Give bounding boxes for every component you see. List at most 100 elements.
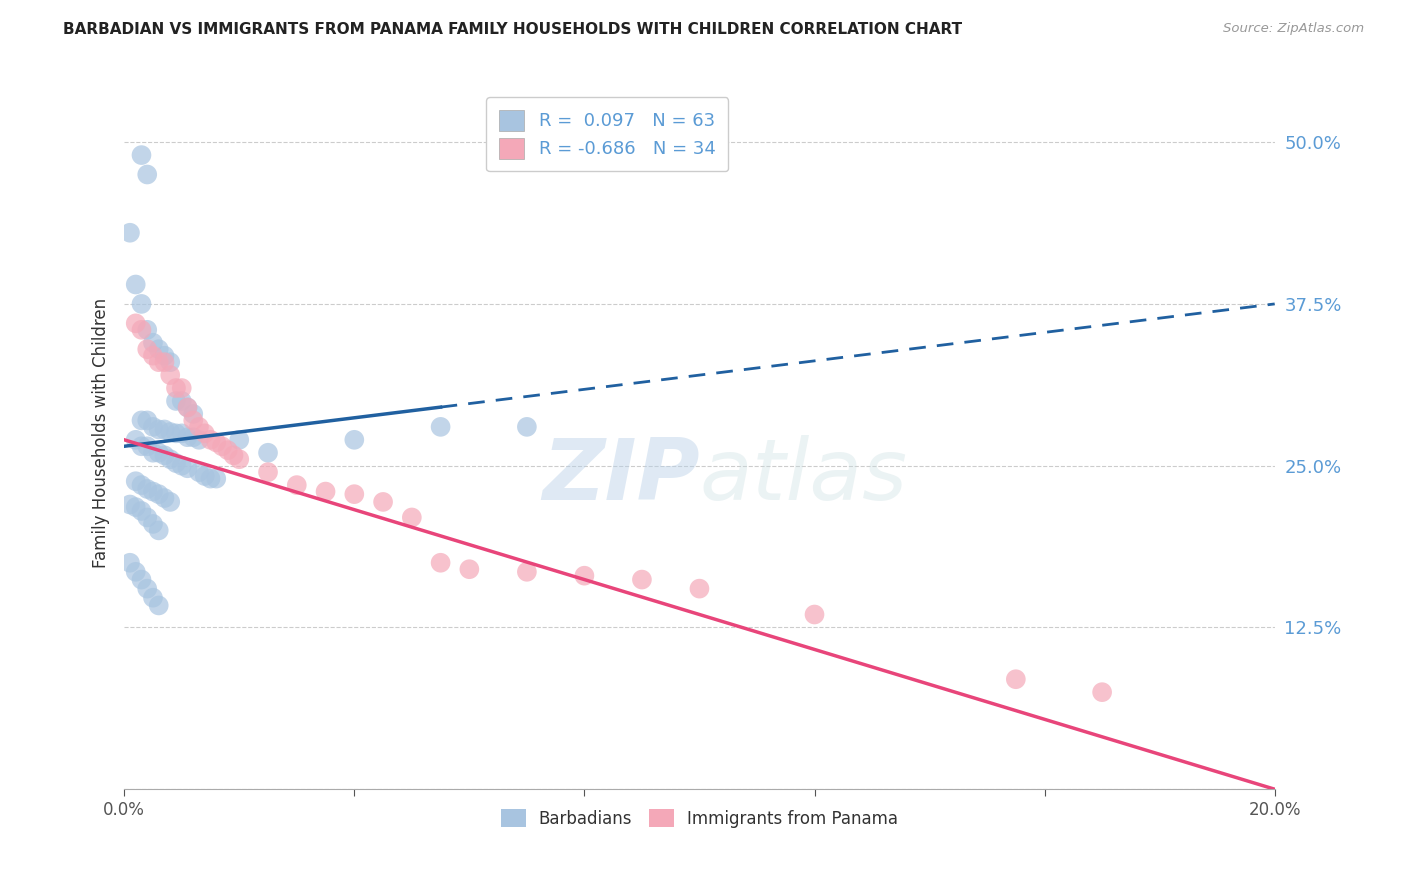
Point: [125, 316, 148, 330]
Point: [222, 448, 245, 462]
Point: [131, 439, 153, 453]
Point: [371, 495, 394, 509]
Text: ZIP: ZIP: [541, 434, 699, 517]
Point: [125, 474, 148, 488]
Point: [148, 355, 170, 369]
Point: [217, 443, 239, 458]
Point: [170, 381, 193, 395]
Point: [458, 562, 481, 576]
Point: [176, 401, 198, 415]
Point: [188, 420, 211, 434]
Point: [200, 433, 222, 447]
Point: [136, 168, 159, 182]
Point: [118, 226, 141, 240]
Point: [429, 556, 451, 570]
Point: [131, 504, 153, 518]
Point: [401, 510, 423, 524]
Point: [574, 568, 596, 582]
Point: [125, 500, 148, 514]
Point: [205, 472, 228, 486]
Point: [153, 422, 176, 436]
Point: [142, 335, 165, 350]
Point: [165, 456, 187, 470]
Legend: Barbadians, Immigrants from Panama: Barbadians, Immigrants from Panama: [494, 803, 905, 834]
Point: [165, 426, 187, 441]
Point: [136, 510, 159, 524]
Point: [200, 472, 222, 486]
Point: [170, 458, 193, 473]
Point: [257, 465, 280, 479]
Point: [188, 465, 211, 479]
Point: [159, 368, 181, 383]
Point: [136, 342, 159, 356]
Point: [125, 565, 148, 579]
Point: [188, 433, 211, 447]
Point: [148, 487, 170, 501]
Point: [159, 355, 181, 369]
Point: [631, 573, 654, 587]
Point: [429, 420, 451, 434]
Point: [176, 461, 198, 475]
Point: [136, 482, 159, 496]
Point: [125, 433, 148, 447]
Point: [131, 413, 153, 427]
Point: [159, 425, 181, 439]
Point: [343, 433, 366, 447]
Point: [142, 446, 165, 460]
Point: [125, 277, 148, 292]
Point: [142, 591, 165, 605]
Point: [181, 430, 204, 444]
Point: [153, 491, 176, 505]
Point: [159, 495, 181, 509]
Point: [1091, 685, 1114, 699]
Point: [131, 478, 153, 492]
Point: [142, 516, 165, 531]
Point: [142, 349, 165, 363]
Point: [118, 556, 141, 570]
Point: [165, 394, 187, 409]
Point: [194, 426, 217, 441]
Point: [148, 599, 170, 613]
Point: [118, 498, 141, 512]
Point: [142, 420, 165, 434]
Point: [153, 448, 176, 462]
Point: [131, 297, 153, 311]
Point: [228, 452, 250, 467]
Text: BARBADIAN VS IMMIGRANTS FROM PANAMA FAMILY HOUSEHOLDS WITH CHILDREN CORRELATION : BARBADIAN VS IMMIGRANTS FROM PANAMA FAMI…: [63, 22, 962, 37]
Point: [170, 394, 193, 409]
Text: atlas: atlas: [699, 434, 907, 517]
Point: [136, 413, 159, 427]
Point: [148, 446, 170, 460]
Point: [176, 430, 198, 444]
Y-axis label: Family Households with Children: Family Households with Children: [93, 298, 110, 568]
Point: [343, 487, 366, 501]
Point: [803, 607, 825, 622]
Point: [136, 582, 159, 596]
Point: [153, 355, 176, 369]
Point: [228, 433, 250, 447]
Point: [170, 426, 193, 441]
Point: [285, 478, 308, 492]
Point: [159, 452, 181, 467]
Text: Source: ZipAtlas.com: Source: ZipAtlas.com: [1223, 22, 1364, 36]
Point: [136, 439, 159, 453]
Point: [211, 439, 233, 453]
Point: [131, 573, 153, 587]
Point: [194, 469, 217, 483]
Point: [1005, 672, 1028, 686]
Point: [136, 323, 159, 337]
Point: [165, 381, 187, 395]
Point: [257, 446, 280, 460]
Point: [516, 420, 538, 434]
Point: [142, 484, 165, 499]
Point: [315, 484, 337, 499]
Point: [181, 407, 204, 421]
Point: [176, 401, 198, 415]
Point: [148, 524, 170, 538]
Point: [688, 582, 710, 596]
Point: [205, 435, 228, 450]
Point: [516, 565, 538, 579]
Point: [181, 413, 204, 427]
Point: [148, 422, 170, 436]
Point: [131, 148, 153, 162]
